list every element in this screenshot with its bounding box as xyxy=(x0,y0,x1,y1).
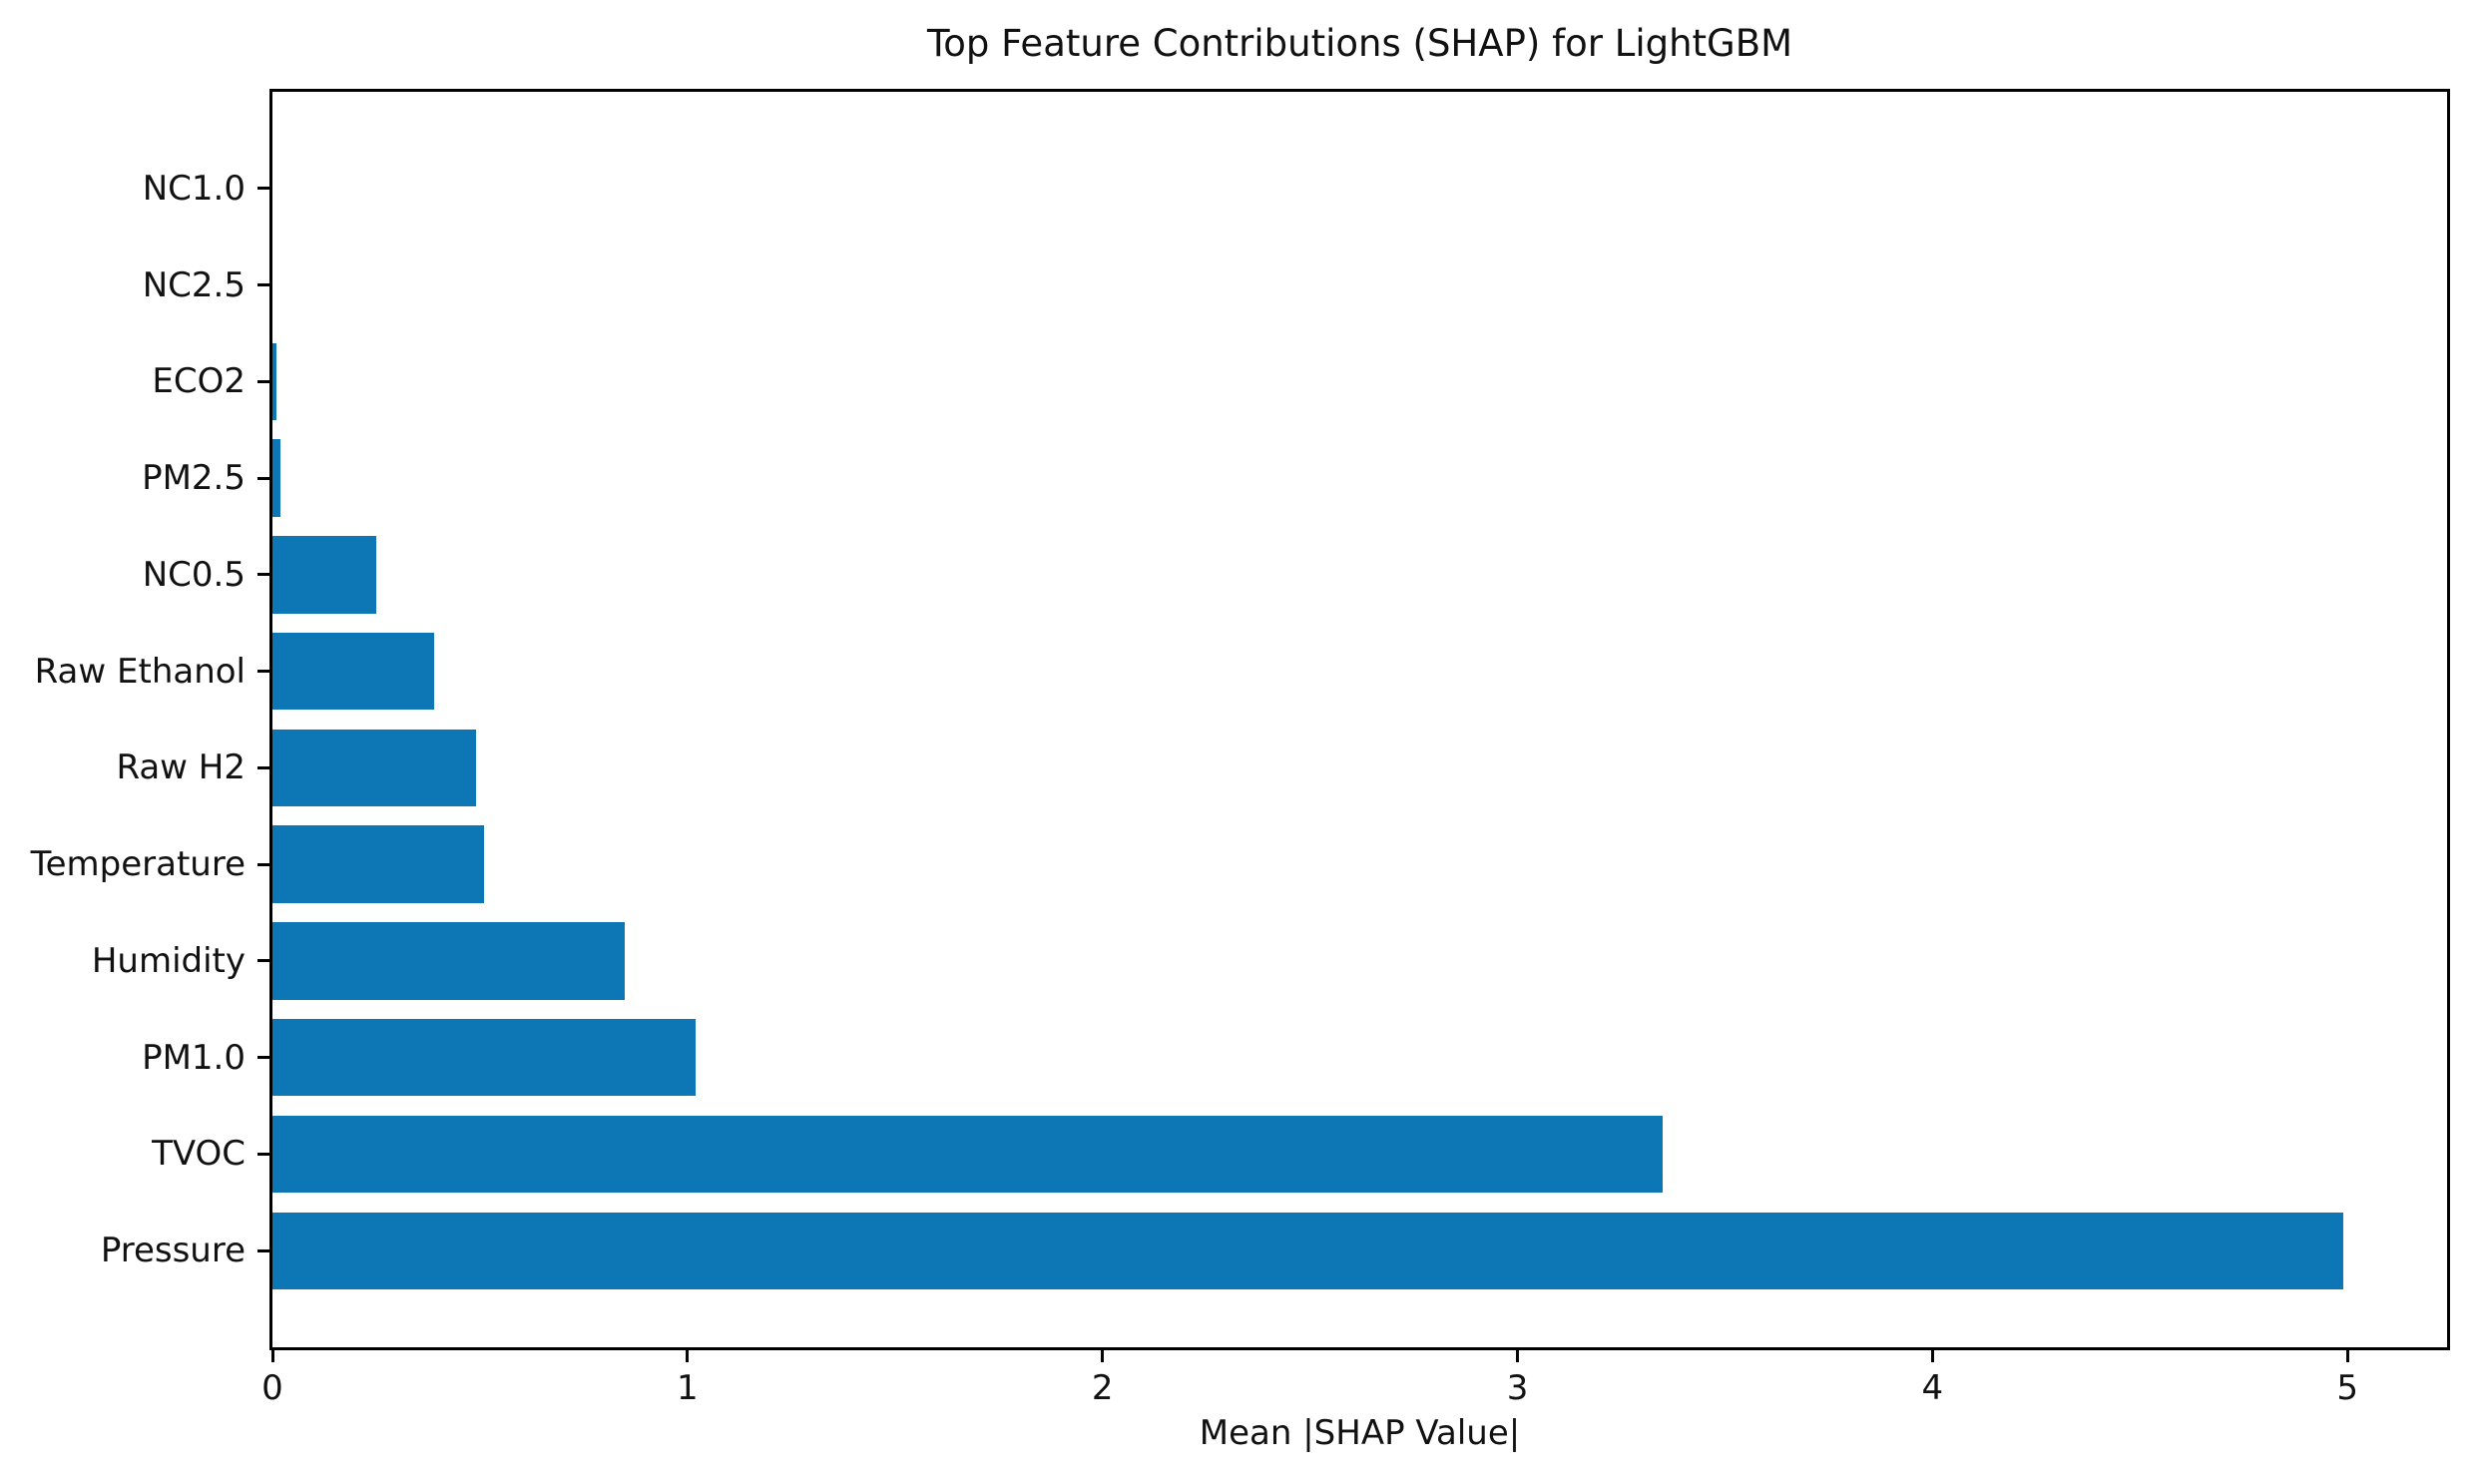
x-tick-mark xyxy=(686,1350,690,1362)
x-tick-mark xyxy=(1930,1350,1934,1362)
x-tick-label-5: 5 xyxy=(2336,1368,2358,1408)
y-tick-mark xyxy=(257,959,269,963)
bar-pm1-0 xyxy=(272,1018,697,1097)
x-tick-label-3: 3 xyxy=(1506,1368,1529,1408)
y-tick-mark xyxy=(257,670,269,674)
bar-raw-h2 xyxy=(272,729,476,807)
chart-title: Top Feature Contributions (SHAP) for Lig… xyxy=(926,22,1793,65)
y-tick-label-raw-h2: Raw H2 xyxy=(116,747,246,788)
y-tick-mark xyxy=(257,1152,269,1156)
x-tick-mark xyxy=(270,1350,274,1362)
y-tick-mark xyxy=(257,379,269,383)
x-tick-mark xyxy=(1101,1350,1105,1362)
y-tick-label-pressure: Pressure xyxy=(100,1231,246,1271)
bar-pm2-5 xyxy=(272,439,281,517)
y-tick-mark xyxy=(257,1056,269,1060)
y-tick-mark xyxy=(257,1248,269,1252)
bar-eco2 xyxy=(272,342,277,420)
y-tick-label-raw-ethanol: Raw Ethanol xyxy=(34,651,246,692)
y-tick-label-pm2-5: PM2.5 xyxy=(142,458,246,499)
bar-humidity xyxy=(272,922,626,1000)
x-tick-label-4: 4 xyxy=(1921,1368,1944,1408)
y-tick-label-tvoc: TVOC xyxy=(152,1134,246,1175)
x-tick-label-1: 1 xyxy=(677,1368,699,1408)
y-tick-mark xyxy=(257,283,269,287)
plot-area xyxy=(269,89,2450,1350)
y-tick-label-nc0-5: NC0.5 xyxy=(142,554,246,595)
bar-pressure xyxy=(272,1212,2344,1289)
x-tick-label-2: 2 xyxy=(1091,1368,1114,1408)
y-tick-label-eco2: ECO2 xyxy=(152,361,246,402)
y-tick-mark xyxy=(257,187,269,191)
y-tick-mark xyxy=(257,476,269,480)
x-axis-label: Mean |SHAP Value| xyxy=(1199,1413,1521,1453)
y-tick-label-pm1-0: PM1.0 xyxy=(142,1037,246,1078)
bar-nc0-5 xyxy=(272,536,376,614)
y-tick-label-nc1-0: NC1.0 xyxy=(142,168,246,209)
y-tick-mark xyxy=(257,862,269,866)
y-tick-mark xyxy=(257,573,269,577)
y-tick-label-nc2-5: NC2.5 xyxy=(142,264,246,305)
x-tick-label-0: 0 xyxy=(261,1368,283,1408)
x-tick-mark xyxy=(1516,1350,1520,1362)
y-tick-label-humidity: Humidity xyxy=(91,940,246,981)
bar-temperature xyxy=(272,825,485,903)
bar-raw-ethanol xyxy=(272,632,435,711)
x-tick-mark xyxy=(2345,1350,2349,1362)
y-tick-label-temperature: Temperature xyxy=(30,844,246,885)
y-tick-mark xyxy=(257,765,269,769)
bar-tvoc xyxy=(272,1115,1664,1194)
